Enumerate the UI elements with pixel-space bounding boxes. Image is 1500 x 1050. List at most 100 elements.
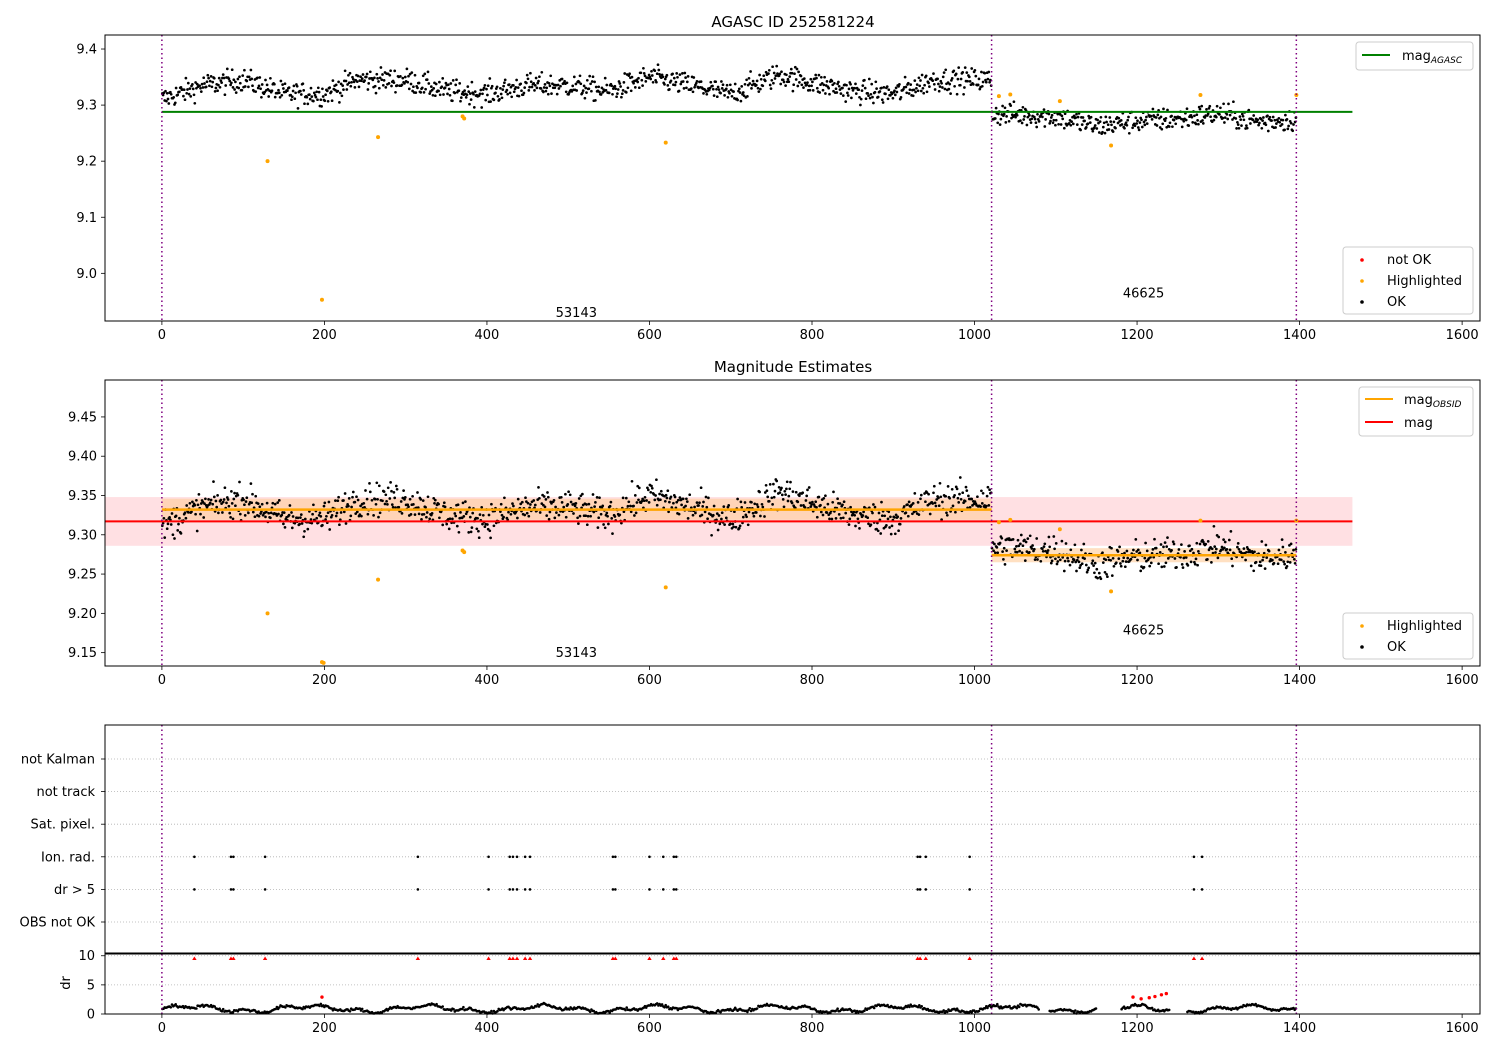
estimate-ok-point xyxy=(306,527,310,531)
dr-clipped-marker xyxy=(917,956,923,960)
estimate-ok-point xyxy=(1172,542,1176,546)
agasc-ok-point xyxy=(641,84,644,87)
estimate-ok-point xyxy=(269,516,272,520)
estimate-ok-point xyxy=(1075,558,1079,562)
agasc-ok-point xyxy=(779,82,783,86)
flag-point xyxy=(232,888,235,891)
agasc-ok-point xyxy=(1209,115,1212,119)
agasc-ok-point xyxy=(1174,122,1178,126)
estimate-ok-point xyxy=(1192,551,1195,555)
estimate-ok-point xyxy=(1129,557,1133,561)
estimate-ok-point xyxy=(533,503,537,507)
agasc-ok-point xyxy=(578,74,582,78)
agasc-ok-point xyxy=(459,96,463,99)
agasc-ok-point xyxy=(953,84,956,88)
agasc-ok-point xyxy=(548,84,552,88)
agasc-ok-point xyxy=(809,77,813,81)
agasc-ok-point xyxy=(955,92,959,96)
agasc-ok-point xyxy=(1019,119,1022,122)
estimate-ok-point xyxy=(772,482,775,486)
estimate-ok-point xyxy=(621,496,625,500)
estimate-ok-point xyxy=(961,491,965,495)
agasc-ok-point xyxy=(874,80,878,84)
estimate-ok-point xyxy=(290,511,293,514)
estimate-ok-point xyxy=(217,511,220,515)
agasc-ok-point xyxy=(966,79,969,83)
agasc-ok-point xyxy=(209,75,213,78)
agasc-ok-point xyxy=(1222,102,1225,106)
estimate-ok-point xyxy=(934,504,938,508)
estimate-ok-point xyxy=(451,517,454,521)
agasc-ok-point xyxy=(632,81,635,85)
dr-ok-point xyxy=(660,1003,664,1006)
agasc-ok-point xyxy=(996,121,1000,125)
estimate-ok-point xyxy=(1039,559,1043,563)
estimate-ok-point xyxy=(546,495,550,499)
agasc-ok-point xyxy=(677,89,681,93)
magnitude-estimates-title: Magnitude Estimates xyxy=(714,358,872,376)
agasc-ok-point xyxy=(610,84,614,88)
agasc-ok-point xyxy=(1086,122,1090,126)
dr-ok-point xyxy=(213,1005,216,1008)
estimate-ok-point xyxy=(1060,539,1064,543)
agasc-ok-point xyxy=(1236,120,1239,124)
estimate-ok-point xyxy=(1237,547,1241,551)
estimate-ok-point xyxy=(183,511,187,515)
estimate-ok-point xyxy=(1116,550,1120,553)
estimate-ok-point xyxy=(1073,543,1077,547)
estimate-ok-point xyxy=(377,484,381,488)
dr-ok-point xyxy=(1015,1006,1019,1010)
agasc-ok-point xyxy=(472,106,476,109)
agasc-ok-point xyxy=(581,91,584,95)
agasc-ok-point xyxy=(684,76,687,79)
dr-ok-point xyxy=(568,1008,571,1011)
agasc-ok-point xyxy=(742,94,746,98)
estimate-ok-point xyxy=(489,536,492,540)
estimate-ok-point xyxy=(1024,540,1028,544)
dr-ok-point xyxy=(624,1008,627,1012)
estimate-ok-point xyxy=(937,504,941,508)
agasc-ok-point xyxy=(361,73,365,76)
estimate-ok-point xyxy=(567,490,570,494)
agasc-ok-point xyxy=(254,90,258,93)
estimate-ok-point xyxy=(759,514,762,518)
agasc-ok-point xyxy=(593,80,596,84)
agasc-ok-point xyxy=(381,83,385,87)
agasc-ok-point xyxy=(231,86,235,89)
agasc-ok-point xyxy=(234,91,238,94)
estimate-ok-point xyxy=(954,510,957,514)
agasc-ok-point xyxy=(522,91,526,95)
agasc-ok-point xyxy=(392,81,396,84)
estimate-ok-point xyxy=(635,501,639,504)
estimate-ok-point xyxy=(366,512,370,516)
estimate-ok-point xyxy=(890,524,894,528)
agasc-ok-point xyxy=(1002,112,1006,116)
agasc-ok-point xyxy=(728,91,731,95)
dr-ok-point xyxy=(996,1002,999,1006)
agasc-ok-point xyxy=(759,87,762,91)
agasc-ok-point xyxy=(575,89,579,92)
dr-clipped-marker xyxy=(415,956,421,960)
estimate-ok-point xyxy=(594,501,597,504)
agasc-ok-point xyxy=(663,77,667,81)
agasc-ok-point xyxy=(1215,104,1219,108)
flag-point xyxy=(648,888,651,891)
agasc-xtick-label: 0 xyxy=(158,328,166,343)
dr-ok-point xyxy=(221,1007,225,1011)
estimate-xtick-label: 800 xyxy=(800,673,825,688)
estimate-ok-point xyxy=(867,506,871,510)
agasc-ok-point xyxy=(705,92,709,96)
estimate-ok-point xyxy=(766,495,770,499)
agasc-ok-point xyxy=(781,78,785,82)
estimate-ok-point xyxy=(424,505,427,509)
agasc-ok-point xyxy=(1136,119,1139,123)
agasc-ok-point xyxy=(971,83,975,86)
estimate-ok-point xyxy=(1063,559,1067,563)
dr-xtick-label: 1000 xyxy=(958,1021,991,1036)
agasc-ok-point xyxy=(728,83,732,87)
agasc-ok-point xyxy=(542,86,546,89)
agasc-ok-point xyxy=(650,74,654,77)
agasc-ok-point xyxy=(1206,112,1210,116)
agasc-ok-point xyxy=(642,66,645,70)
agasc-ok-point xyxy=(583,96,587,100)
